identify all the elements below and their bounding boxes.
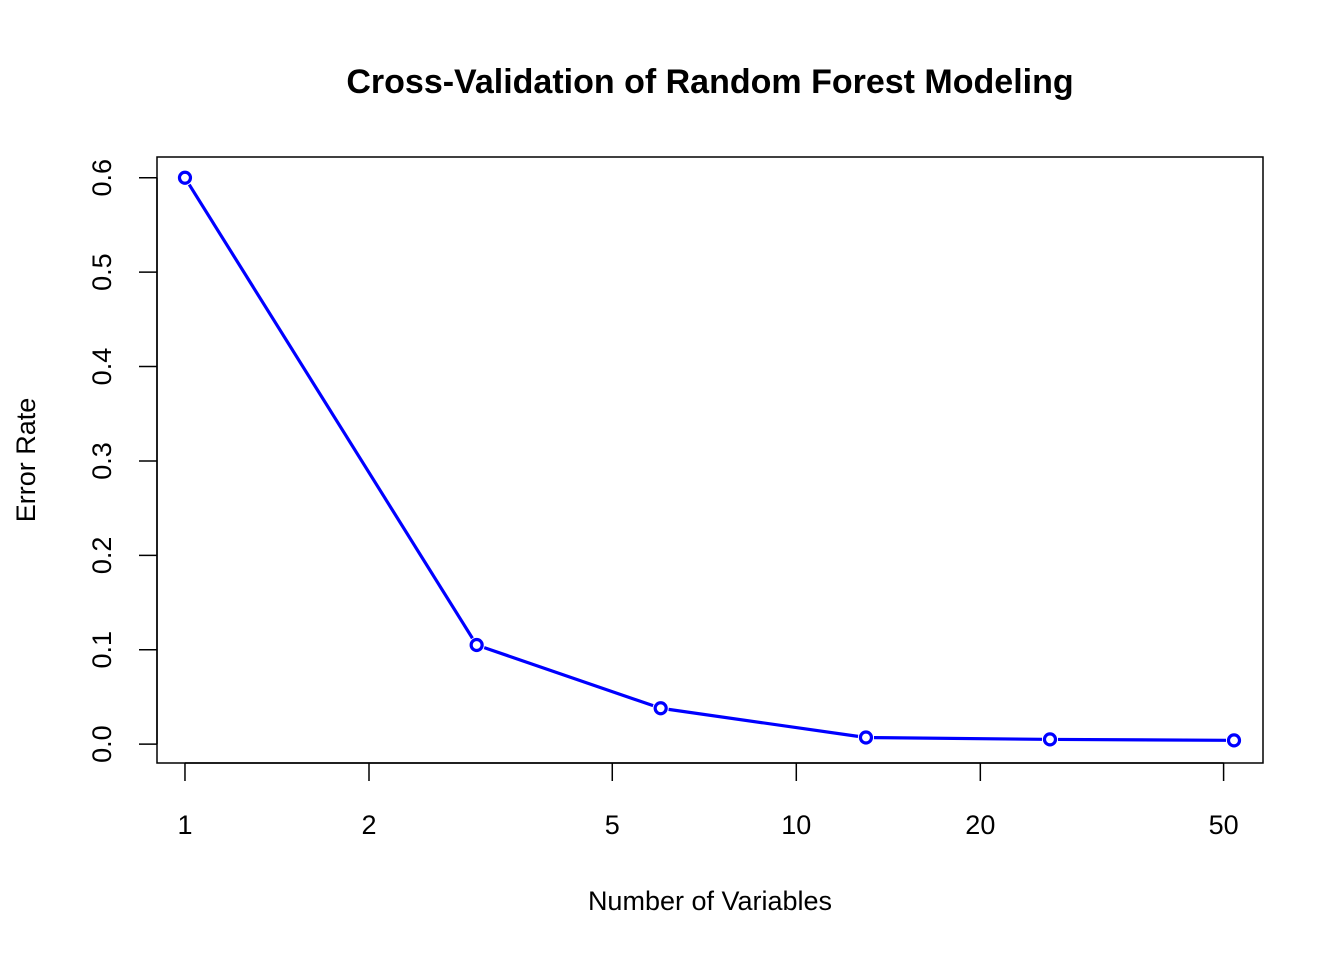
series-line-segment <box>483 646 654 708</box>
y-tick-label: 0.6 <box>87 159 117 197</box>
y-tick-label: 0.3 <box>87 442 117 480</box>
series-line-segment <box>1057 737 1227 742</box>
series-line-segment <box>873 735 1042 741</box>
data-point <box>1042 732 1058 747</box>
plot-frame <box>156 156 1264 764</box>
x-tick-label: 50 <box>1209 810 1239 840</box>
chart-title: Cross-Validation of Random Forest Modeli… <box>346 63 1073 101</box>
x-axis: 1 2 5 10 20 50 <box>177 762 1239 840</box>
y-tick-label: 0.1 <box>87 631 117 669</box>
y-tick-label: 0.4 <box>87 348 117 386</box>
data-point <box>1226 733 1242 748</box>
data-point <box>858 730 874 745</box>
series-line-segment <box>187 183 474 640</box>
series-layer <box>177 170 1242 748</box>
data-point <box>177 170 193 185</box>
y-tick-label: 0.0 <box>87 725 117 763</box>
y-tick-label: 0.5 <box>87 253 117 291</box>
y-axis-label: Error Rate <box>11 398 41 523</box>
x-tick-label: 5 <box>605 810 620 840</box>
x-tick-label: 1 <box>177 810 192 840</box>
series-line-segment <box>668 707 859 738</box>
x-axis-label: Number of Variables <box>588 886 832 916</box>
x-tick-label: 2 <box>361 810 376 840</box>
y-tick-label: 0.2 <box>87 537 117 575</box>
data-point <box>469 637 484 653</box>
y-axis: 0.0 0.1 0.2 0.3 0.4 0.5 0.6 <box>87 159 158 763</box>
x-tick-label: 20 <box>965 810 995 840</box>
data-point <box>653 701 668 716</box>
x-tick-label: 10 <box>781 810 811 840</box>
